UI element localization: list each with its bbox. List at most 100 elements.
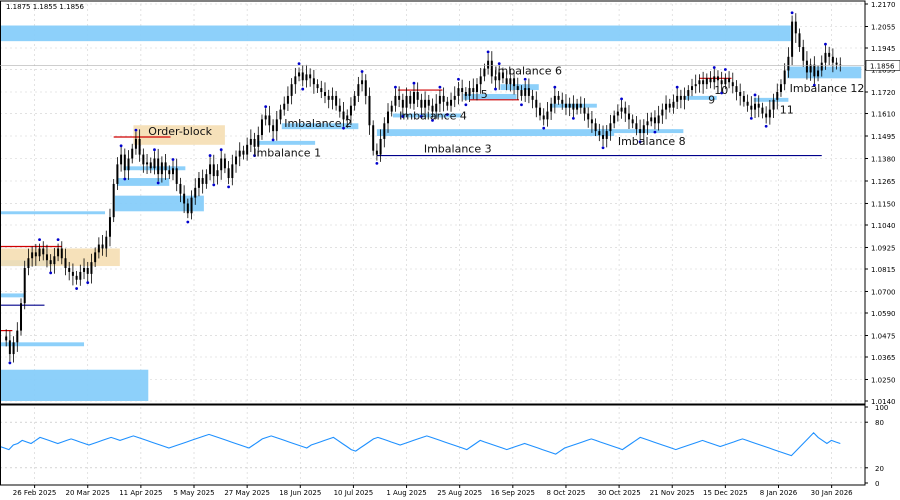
candle-body bbox=[475, 84, 478, 93]
price-tick-label: 1.2170 bbox=[871, 1, 896, 9]
candle-body bbox=[709, 78, 712, 83]
swing-high-marker bbox=[56, 238, 60, 242]
price-tick-label: 1.0250 bbox=[871, 376, 896, 384]
candle-body bbox=[264, 115, 267, 120]
swing-markers-layer bbox=[8, 11, 827, 365]
candle-body bbox=[398, 95, 401, 100]
oscillator-tick-label: 80 bbox=[875, 419, 884, 427]
annotation-label: Imbalance 8 bbox=[618, 135, 686, 148]
candle-body bbox=[27, 258, 30, 269]
candle-body bbox=[331, 95, 334, 100]
annotation-label: Imbalance 2 bbox=[284, 117, 352, 130]
candle-body bbox=[294, 76, 297, 85]
swing-low-marker bbox=[542, 126, 546, 130]
candle-body bbox=[186, 203, 189, 214]
candle-body bbox=[387, 111, 390, 124]
candle-body bbox=[205, 174, 208, 184]
annotation-label: Imbalance 4 bbox=[399, 109, 467, 122]
candle-body bbox=[268, 115, 271, 126]
candle-body bbox=[594, 123, 597, 132]
candle-body bbox=[312, 78, 315, 85]
candle-body bbox=[665, 103, 668, 110]
candle-body bbox=[12, 342, 15, 355]
candle-body bbox=[750, 105, 753, 110]
candle-body bbox=[94, 252, 97, 263]
candle-body bbox=[361, 80, 364, 85]
candle-body bbox=[813, 64, 816, 77]
candle-body bbox=[301, 72, 304, 81]
annotation-label: 9 bbox=[708, 94, 715, 107]
price-tick-label: 1.0590 bbox=[871, 310, 896, 318]
imbalance-zone bbox=[117, 178, 170, 186]
imbalance-zone bbox=[0, 25, 791, 42]
candle-body bbox=[501, 72, 504, 79]
candle-body bbox=[561, 99, 564, 104]
swing-high-marker bbox=[264, 105, 268, 109]
swing-high-marker bbox=[712, 66, 716, 69]
imbalance-zone bbox=[392, 113, 461, 118]
swing-high-marker bbox=[523, 77, 527, 81]
candle-body bbox=[572, 103, 575, 110]
candle-body bbox=[698, 80, 701, 85]
candle-body bbox=[401, 99, 404, 108]
candle-body bbox=[220, 158, 223, 171]
candle-body bbox=[249, 138, 252, 145]
swing-high-marker bbox=[412, 81, 416, 85]
imbalance-zone bbox=[787, 66, 862, 79]
time-tick-label: 27 May 2025 bbox=[224, 489, 270, 497]
time-tick-label: 16 Sep 2025 bbox=[491, 489, 535, 497]
price-tick-label: 1.1495 bbox=[871, 133, 896, 141]
annotation-label: Imbalance 3 bbox=[424, 143, 492, 156]
candle-body bbox=[16, 330, 19, 343]
candle-body bbox=[713, 76, 716, 83]
candle-body bbox=[642, 125, 645, 134]
candle-body bbox=[134, 138, 137, 149]
swing-low-marker bbox=[464, 103, 468, 107]
candle-body bbox=[160, 162, 163, 175]
swing-low-marker bbox=[253, 154, 256, 157]
swing-high-marker bbox=[620, 97, 623, 101]
candle-body bbox=[620, 107, 623, 112]
candle-body bbox=[197, 178, 200, 188]
candle-body bbox=[557, 95, 560, 100]
swing-low-marker bbox=[123, 177, 127, 181]
candle-body bbox=[550, 103, 553, 112]
candle-body bbox=[105, 236, 108, 249]
candle-body bbox=[427, 99, 430, 106]
oscillator-tick-label: 20 bbox=[875, 465, 884, 473]
candle-body bbox=[627, 113, 630, 120]
price-tick-label: 1.0815 bbox=[871, 266, 896, 274]
candle-body bbox=[212, 164, 215, 177]
candle-body bbox=[223, 158, 226, 169]
swing-low-marker bbox=[520, 103, 523, 107]
candle-body bbox=[835, 62, 838, 65]
candle-body bbox=[420, 99, 423, 108]
candle-body bbox=[157, 158, 160, 175]
candle-body bbox=[468, 88, 471, 96]
candle-body bbox=[524, 88, 527, 96]
imbalance-zone bbox=[376, 129, 615, 137]
candle-body bbox=[587, 113, 590, 120]
swing-low-marker bbox=[571, 117, 575, 120]
candle-body bbox=[335, 95, 338, 106]
swing-high-marker bbox=[360, 70, 364, 73]
candle-body bbox=[327, 95, 330, 100]
annotation-label: Order-block bbox=[148, 125, 212, 138]
candle-body bbox=[768, 109, 771, 118]
time-tick-label: 21 Nov 2025 bbox=[650, 489, 695, 497]
candle-body bbox=[624, 107, 627, 114]
swing-high-marker bbox=[297, 62, 301, 66]
candle-body bbox=[353, 95, 356, 106]
candle-body bbox=[38, 248, 41, 257]
candle-body bbox=[438, 95, 441, 104]
candle-body bbox=[809, 64, 812, 73]
swing-low-marker bbox=[812, 83, 816, 87]
candle-body bbox=[542, 115, 545, 120]
candle-body bbox=[824, 52, 827, 63]
candle-body bbox=[57, 248, 60, 257]
candle-body bbox=[687, 90, 690, 96]
price-tick-label: 1.1150 bbox=[871, 200, 896, 208]
swing-high-marker bbox=[38, 238, 41, 242]
price-panel-frame bbox=[0, 0, 866, 405]
